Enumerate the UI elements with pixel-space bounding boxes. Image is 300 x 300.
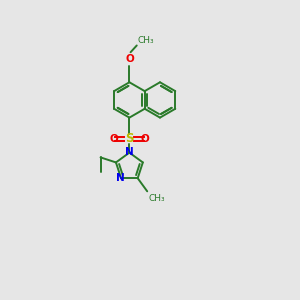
Text: N: N	[125, 147, 134, 157]
Text: O: O	[141, 134, 150, 144]
Text: O: O	[125, 54, 134, 64]
Text: CH₃: CH₃	[148, 194, 165, 203]
Text: N: N	[116, 173, 125, 183]
Text: CH₃: CH₃	[138, 36, 154, 45]
Text: S: S	[125, 132, 134, 145]
Text: O: O	[109, 134, 118, 144]
